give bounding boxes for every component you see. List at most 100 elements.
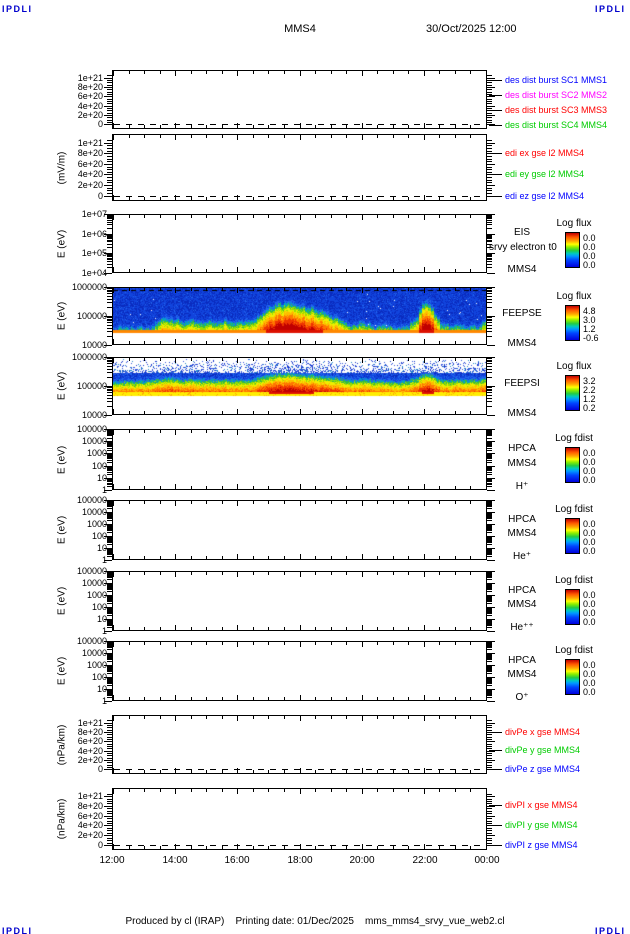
tick-mark bbox=[160, 556, 161, 559]
tick-mark bbox=[144, 341, 145, 344]
tick-mark bbox=[107, 603, 112, 604]
tick-mark bbox=[487, 665, 495, 666]
tick-mark bbox=[107, 673, 112, 674]
tick-mark bbox=[487, 667, 492, 668]
tick-mark bbox=[107, 504, 112, 505]
tick-mark bbox=[107, 644, 112, 645]
tick-mark bbox=[144, 269, 145, 272]
tick-mark bbox=[315, 716, 316, 719]
tick-mark bbox=[487, 369, 492, 370]
colorbar-title: Log fdist bbox=[555, 504, 593, 515]
x-tick-label: 22:00 bbox=[412, 855, 438, 866]
tick-mark bbox=[315, 430, 316, 433]
tick-mark bbox=[487, 468, 492, 469]
tick-mark bbox=[160, 716, 161, 719]
tick-mark bbox=[487, 758, 492, 759]
tick-mark bbox=[107, 172, 112, 173]
tick-mark bbox=[487, 601, 492, 602]
tick-mark bbox=[113, 358, 114, 363]
tick-mark bbox=[487, 317, 492, 318]
tick-mark bbox=[191, 125, 192, 128]
tick-mark bbox=[487, 395, 492, 396]
tick-mark bbox=[487, 460, 492, 461]
tick-mark bbox=[424, 572, 425, 577]
y-tick-label: 1000000 bbox=[71, 352, 107, 362]
tick-mark bbox=[107, 432, 112, 433]
tick-mark bbox=[486, 409, 487, 414]
tick-mark bbox=[315, 846, 316, 849]
tick-mark bbox=[487, 596, 492, 597]
tick-mark bbox=[107, 387, 112, 388]
y-tick-label: 1e+06 bbox=[81, 229, 107, 239]
tick-mark bbox=[362, 215, 363, 220]
tick-mark bbox=[206, 269, 207, 272]
tick-mark bbox=[487, 480, 492, 481]
tick-mark bbox=[487, 835, 492, 836]
colorbar-tick-label: 0.0 bbox=[583, 590, 596, 600]
tick-mark bbox=[487, 576, 492, 577]
tick-mark bbox=[487, 117, 492, 118]
tick-mark bbox=[284, 846, 285, 849]
colorbar-tick-label: 3.0 bbox=[583, 315, 596, 325]
tick-mark bbox=[144, 846, 145, 849]
tick-mark bbox=[104, 500, 112, 501]
tick-mark bbox=[107, 259, 112, 260]
colorbar-tick-label: 0.0 bbox=[583, 608, 596, 618]
tick-mark bbox=[107, 585, 112, 586]
colorbar-tick-label: 0.0 bbox=[583, 546, 596, 556]
tick-mark bbox=[144, 501, 145, 504]
colorbar-tick-label: 0.0 bbox=[583, 687, 596, 697]
tick-mark bbox=[408, 269, 409, 272]
tick-mark bbox=[424, 484, 425, 489]
x-tick-label: 12:00 bbox=[99, 855, 125, 866]
tick-mark bbox=[107, 159, 112, 160]
tick-mark bbox=[487, 442, 492, 443]
tick-mark bbox=[487, 725, 492, 726]
legend-item-3: edi ez gse l2 MMS4 bbox=[505, 191, 585, 201]
tick-mark bbox=[487, 122, 492, 123]
tick-mark bbox=[470, 572, 471, 575]
tick-mark bbox=[346, 430, 347, 433]
tick-mark bbox=[439, 215, 440, 218]
tick-mark bbox=[455, 556, 456, 559]
tick-mark bbox=[362, 625, 363, 630]
y-tick-label: 1 bbox=[4, 485, 107, 495]
tick-mark bbox=[113, 123, 114, 128]
tick-mark bbox=[489, 174, 502, 175]
tick-mark bbox=[393, 269, 394, 272]
tick-mark bbox=[107, 597, 112, 598]
tick-mark bbox=[346, 125, 347, 128]
legend-item-4: des dist burst SC4 MMS4 bbox=[505, 120, 608, 130]
tick-mark bbox=[487, 538, 492, 539]
tick-mark bbox=[487, 529, 492, 530]
tick-mark bbox=[284, 430, 285, 433]
tick-mark bbox=[107, 264, 112, 265]
tick-mark bbox=[129, 789, 130, 792]
tick-mark bbox=[107, 811, 112, 812]
tick-mark bbox=[253, 341, 254, 344]
tick-mark bbox=[206, 125, 207, 128]
tick-mark bbox=[107, 587, 112, 588]
tick-mark bbox=[455, 486, 456, 489]
tick-mark bbox=[439, 697, 440, 700]
tick-mark bbox=[489, 825, 502, 826]
tick-mark bbox=[487, 506, 492, 507]
tick-mark bbox=[487, 159, 492, 160]
tick-mark bbox=[487, 598, 492, 599]
tick-mark bbox=[315, 556, 316, 559]
tick-mark bbox=[104, 512, 112, 513]
tick-mark bbox=[160, 789, 161, 792]
tick-mark bbox=[107, 446, 112, 447]
tick-mark bbox=[104, 631, 112, 632]
tick-mark bbox=[284, 135, 285, 138]
tick-mark bbox=[486, 554, 487, 559]
tick-mark bbox=[487, 677, 495, 678]
tick-mark bbox=[144, 71, 145, 74]
tick-mark bbox=[470, 135, 471, 138]
tick-mark bbox=[107, 377, 112, 378]
tick-mark bbox=[107, 549, 112, 550]
tick-mark bbox=[107, 769, 112, 770]
tick-mark bbox=[222, 358, 223, 361]
tick-mark bbox=[206, 556, 207, 559]
tick-mark bbox=[487, 693, 492, 694]
